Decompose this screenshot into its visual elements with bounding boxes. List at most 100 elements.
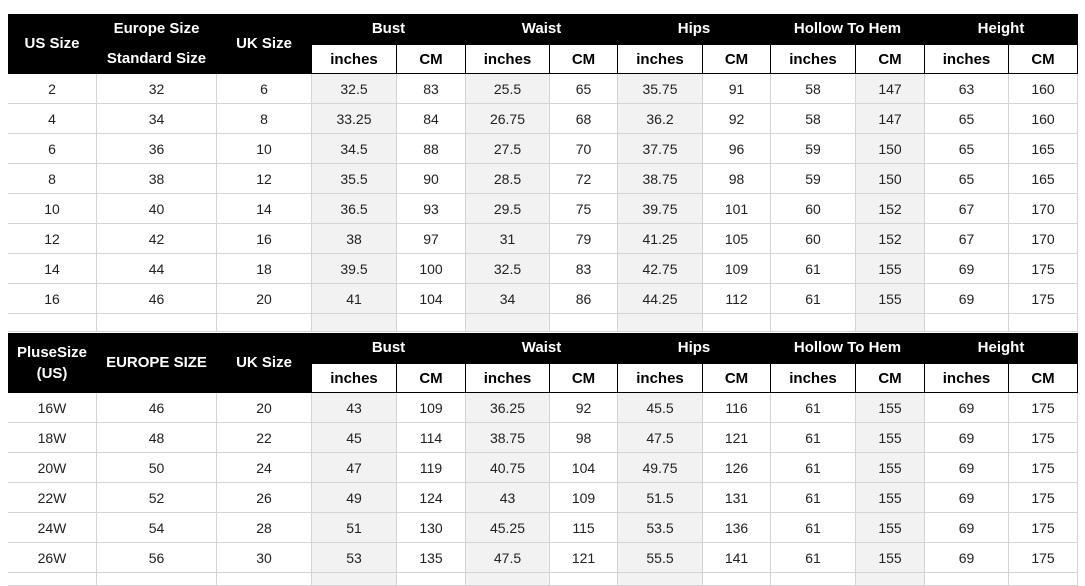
- table-cell: 69: [925, 254, 1009, 284]
- empty-cell: [217, 314, 312, 332]
- table-cell: 175: [1009, 453, 1078, 483]
- table-cell: 61: [771, 543, 856, 573]
- table-cell: 175: [1009, 513, 1078, 543]
- header-cell: PluseSize (US): [8, 333, 97, 393]
- table-cell: 175: [1009, 284, 1078, 314]
- table-cell: 47.5: [618, 423, 703, 453]
- table-cell: 38: [97, 164, 217, 194]
- table-cell: 54: [97, 513, 217, 543]
- table-cell: 58: [771, 74, 856, 104]
- group-header: Waist: [466, 333, 618, 363]
- empty-cell: [550, 314, 618, 332]
- table-cell: 59: [771, 134, 856, 164]
- group-header: Bust: [312, 333, 466, 363]
- table-cell: 39.75: [618, 194, 703, 224]
- table-cell: 70: [550, 134, 618, 164]
- table-cell: 18W: [8, 423, 97, 453]
- table-cell: 18: [217, 254, 312, 284]
- table-cell: 72: [550, 164, 618, 194]
- table-cell: 34: [97, 104, 217, 134]
- empty-cell: [771, 314, 856, 332]
- table-cell: 8: [8, 164, 97, 194]
- table-cell: 20: [217, 284, 312, 314]
- unit-header: CM: [856, 363, 925, 393]
- table-cell: 160: [1009, 104, 1078, 134]
- unit-header: inches: [771, 44, 856, 74]
- table-cell: 44: [97, 254, 217, 284]
- table-cell: 105: [703, 224, 771, 254]
- table-cell: 79: [550, 224, 618, 254]
- table-cell: 46: [97, 284, 217, 314]
- group-header: Hips: [618, 14, 771, 44]
- table-cell: 130: [397, 513, 466, 543]
- table-cell: 170: [1009, 194, 1078, 224]
- table-cell: 147: [856, 104, 925, 134]
- unit-header: CM: [1009, 363, 1078, 393]
- table-cell: 165: [1009, 164, 1078, 194]
- table-cell: 91: [703, 74, 771, 104]
- empty-cell: [217, 573, 312, 586]
- header-cell: Europe Size: [97, 14, 217, 44]
- table-cell: 155: [856, 254, 925, 284]
- table-cell: 25.5: [466, 74, 550, 104]
- empty-cell: [466, 314, 550, 332]
- empty-cell: [466, 573, 550, 586]
- unit-header: inches: [466, 44, 550, 74]
- unit-header: CM: [397, 363, 466, 393]
- header-cell: US Size: [8, 14, 97, 74]
- table-cell: 46: [97, 393, 217, 423]
- table-cell: 175: [1009, 423, 1078, 453]
- table-cell: 32: [97, 74, 217, 104]
- table-cell: 69: [925, 423, 1009, 453]
- table-cell: 150: [856, 164, 925, 194]
- table-cell: 61: [771, 483, 856, 513]
- table-cell: 37.75: [618, 134, 703, 164]
- table-cell: 31: [466, 224, 550, 254]
- empty-cell: [397, 314, 466, 332]
- unit-header: CM: [1009, 44, 1078, 74]
- table-cell: 22W: [8, 483, 97, 513]
- table-cell: 58: [771, 104, 856, 134]
- table-cell: 24W: [8, 513, 97, 543]
- table-cell: 121: [550, 543, 618, 573]
- table-cell: 83: [550, 254, 618, 284]
- header-cell: EUROPE SIZE: [97, 333, 217, 393]
- table-cell: 65: [550, 74, 618, 104]
- group-header: Bust: [312, 14, 466, 44]
- table-cell: 27.5: [466, 134, 550, 164]
- table-cell: 155: [856, 284, 925, 314]
- table-cell: 104: [550, 453, 618, 483]
- group-header: Waist: [466, 14, 618, 44]
- table-cell: 36.5: [312, 194, 397, 224]
- unit-header: CM: [397, 44, 466, 74]
- table-cell: 96: [703, 134, 771, 164]
- table-cell: 98: [550, 423, 618, 453]
- table-cell: 114: [397, 423, 466, 453]
- table-cell: 40: [97, 194, 217, 224]
- table-cell: 84: [397, 104, 466, 134]
- table-cell: 115: [550, 513, 618, 543]
- table-cell: 16: [217, 224, 312, 254]
- table-cell: 24: [217, 453, 312, 483]
- table-cell: 60: [771, 224, 856, 254]
- empty-cell: [1009, 314, 1078, 332]
- table-cell: 131: [703, 483, 771, 513]
- table-cell: 10: [8, 194, 97, 224]
- table-cell: 38.75: [466, 423, 550, 453]
- table-cell: 38: [312, 224, 397, 254]
- table-cell: 69: [925, 393, 1009, 423]
- empty-cell: [618, 314, 703, 332]
- table-cell: 2: [8, 74, 97, 104]
- table-cell: 28: [217, 513, 312, 543]
- table-cell: 69: [925, 453, 1009, 483]
- table-cell: 126: [703, 453, 771, 483]
- table-cell: 35.5: [312, 164, 397, 194]
- header-cell: UK Size: [217, 333, 312, 393]
- table-cell: 155: [856, 483, 925, 513]
- table-cell: 42.75: [618, 254, 703, 284]
- table-cell: 155: [856, 423, 925, 453]
- empty-cell: [856, 314, 925, 332]
- table-cell: 45.5: [618, 393, 703, 423]
- table-cell: 65: [925, 104, 1009, 134]
